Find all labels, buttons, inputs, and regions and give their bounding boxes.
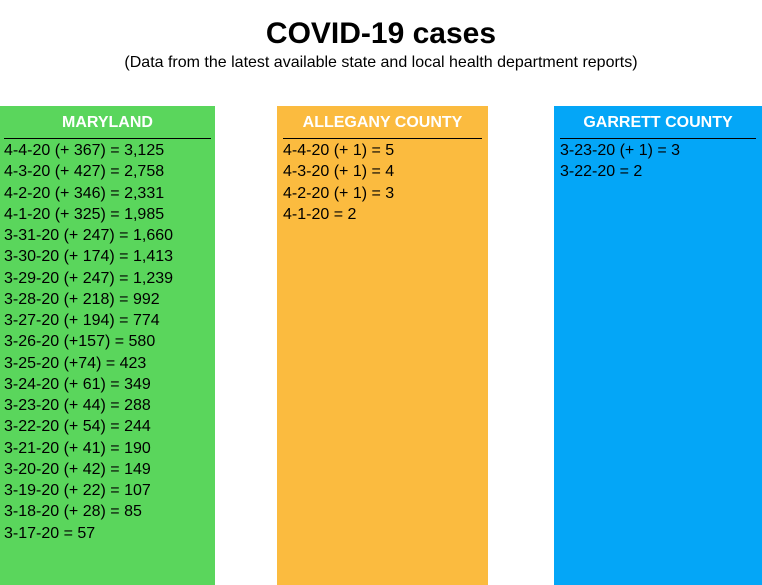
case-entry: 3-28-20 (+ 218) = 992 (4, 290, 160, 308)
case-entry: 3-23-20 (+ 44) = 288 (4, 397, 151, 414)
case-entry: 3-31-20 (+ 247) = 1,660 (4, 227, 174, 244)
case-entry: 3-24-20 (+ 61) = 349 (4, 375, 151, 393)
case-entry: 4-3-20 (+ 427) = 2,758 (4, 163, 165, 181)
case-entry: 3-18-20 (+ 28) = 85 (4, 503, 142, 521)
case-entry: 3-23-20 (+ 1) = 3 (560, 142, 681, 159)
case-entry: 3-26-20 (+157) = 580 (4, 333, 156, 351)
case-entry: 3-22-20 = 2 (560, 163, 643, 181)
case-entry: 3-20-20 (+ 42) = 149 (4, 460, 151, 478)
case-entry: 3-22-20 (+ 54) = 244 (4, 418, 151, 436)
panel-heading-garrett-county: GARRETT COUNTY (560, 106, 756, 139)
panel-garrett-county: GARRETT COUNTY 3-23-20 (+ 1) = 3 3-22-20 … (554, 106, 762, 585)
case-entry: 4-2-20 (+ 346) = 2,331 (4, 184, 165, 202)
case-list-allegany-county: 4-4-20 (+ 1) = 5 4-3-20 (+ 1) = 4 4-2-20 (… (277, 139, 488, 225)
case-entry: 3-17-20 = 57 (4, 524, 96, 542)
case-entry: 4-4-20 (+ 367) = 3,125 (4, 142, 165, 159)
case-entry: 4-1-20 (+ 325) = 1,985 (4, 205, 165, 223)
case-entry: 3-29-20 (+ 247) = 1,239 (4, 269, 174, 287)
case-list-maryland: 4-4-20 (+ 367) = 3,125 4-3-20 (+ 427) = 2… (0, 139, 215, 544)
case-list-garrett-county: 3-23-20 (+ 1) = 3 3-22-20 = 2 (554, 139, 762, 183)
panel-maryland: MARYLAND 4-4-20 (+ 367) = 3,125 4-3-20 (+… (0, 106, 215, 585)
case-entry: 3-25-20 (+74) = 423 (4, 354, 147, 372)
page-subtitle: (Data from the latest available state an… (124, 54, 638, 71)
panel-heading-allegany-county: ALLEGANY COUNTY (283, 106, 482, 139)
panel-heading-maryland: MARYLAND (4, 106, 211, 139)
case-entry: 3-19-20 (+ 22) = 107 (4, 482, 151, 499)
case-entry: 3-27-20 (+ 194) = 774 (4, 312, 160, 329)
case-entry: 4-1-20 = 2 (283, 205, 357, 223)
case-entry: 4-3-20 (+ 1) = 4 (283, 163, 395, 181)
page-title: COVID-19 cases (265, 17, 497, 50)
case-entry: 4-2-20 (+ 1) = 3 (283, 184, 395, 202)
case-entry: 3-30-20 (+ 174) = 1,413 (4, 248, 174, 266)
case-entry: 4-4-20 (+ 1) = 5 (283, 142, 395, 159)
panel-allegany-county: ALLEGANY COUNTY 4-4-20 (+ 1) = 5 4-3-20 (… (277, 106, 488, 585)
case-entry: 3-21-20 (+ 41) = 190 (4, 439, 151, 457)
